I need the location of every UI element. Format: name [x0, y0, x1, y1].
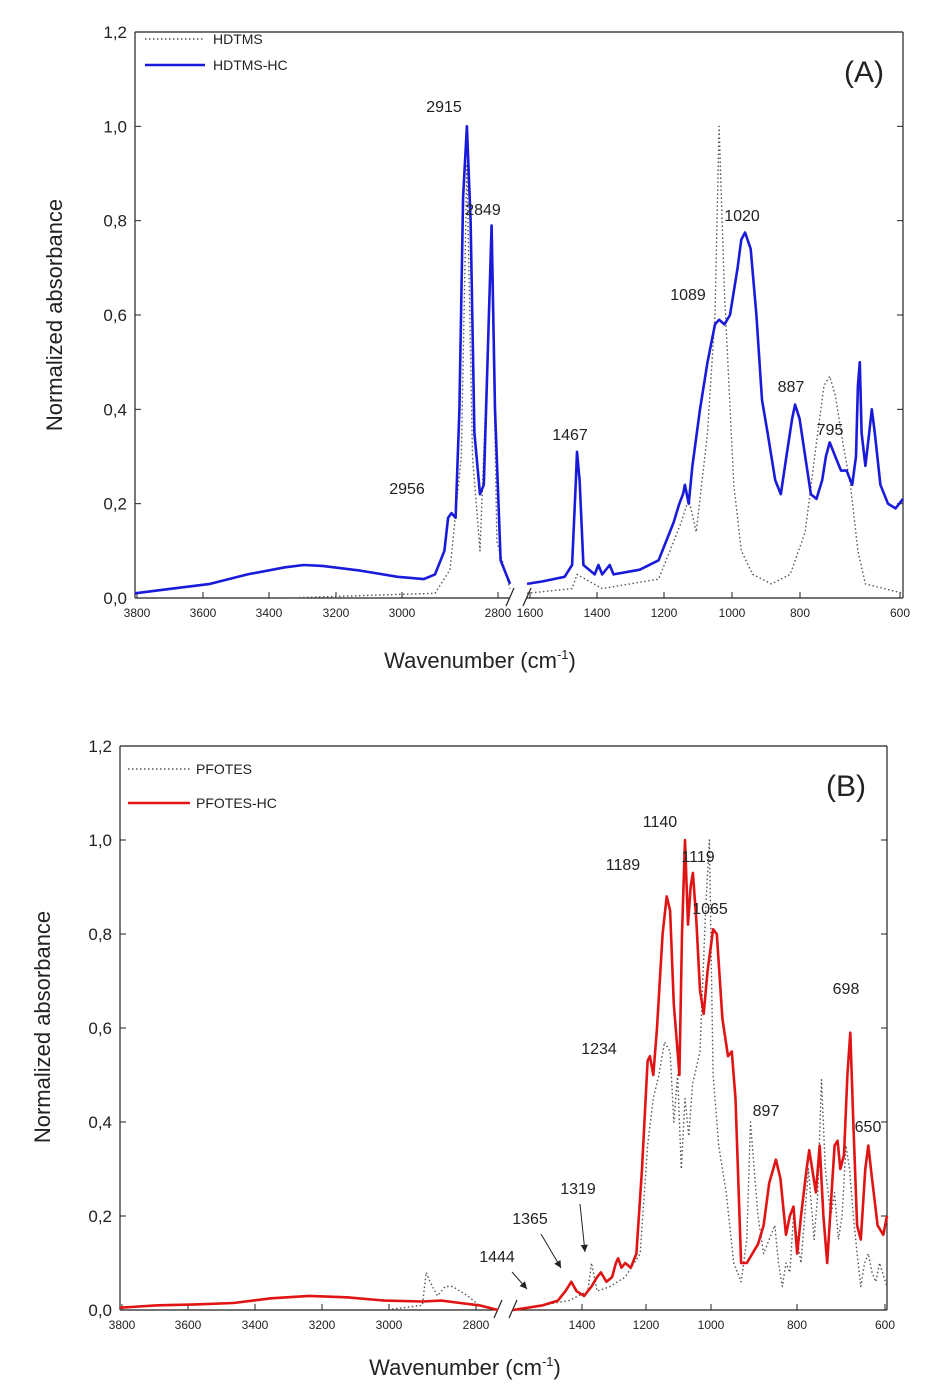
- y-tick-label: 1,2: [103, 23, 127, 42]
- y-tick-label: 0,0: [103, 589, 127, 608]
- legend-label: PFOTES: [196, 761, 252, 777]
- peak-label: 2915: [426, 99, 462, 116]
- series-line-pfotes: [120, 1271, 499, 1311]
- peak-arrow: [579, 1203, 586, 1253]
- peak-label: 1065: [692, 901, 728, 918]
- peak-arrowhead: [580, 1244, 588, 1252]
- y-tick-label: 1,2: [88, 737, 112, 756]
- y-tick-label: 0,2: [88, 1207, 112, 1226]
- y-tick-label: 0,4: [103, 400, 127, 419]
- peak-label: 1444: [479, 1249, 515, 1266]
- x-tick-label: 3800: [124, 606, 151, 620]
- peak-label: 1119: [681, 849, 714, 866]
- panel-a: 0,0 0,2 0,4 0,6 0,8 1,0 1,2 3800 3600 3400 3200 300…: [42, 23, 910, 673]
- peak-label: 1365: [512, 1211, 548, 1228]
- series-line-pfotes-hc: [119, 1294, 499, 1312]
- x-tick-label: 600: [875, 1318, 895, 1332]
- series-line-pfotes-hc: [512, 838, 889, 1312]
- peak-label: 1189: [606, 857, 641, 874]
- x-tick-label: 2800: [463, 1318, 490, 1332]
- x-tick-label: 1200: [651, 606, 678, 620]
- peak-arrowhead: [554, 1260, 561, 1268]
- x-tick-label: 3400: [256, 606, 283, 620]
- peak-arrowhead: [519, 1281, 527, 1289]
- peak-label: 887: [778, 379, 805, 396]
- x-axis-title: Wavenumber (cm-1): [369, 1354, 561, 1380]
- x-tick-label: 3200: [309, 1318, 336, 1332]
- peak-label: 2849: [465, 202, 501, 219]
- x-tick-label: 1400: [569, 1318, 596, 1332]
- x-tick-label: 600: [890, 606, 910, 620]
- legend-label: PFOTES-HC: [196, 795, 277, 811]
- peak-label: 698: [833, 981, 860, 998]
- axis-break-mark: [522, 587, 532, 607]
- x-tick-label: 3600: [190, 606, 217, 620]
- x-tick-label: 3200: [323, 606, 350, 620]
- x-tick-label: 3000: [389, 606, 416, 620]
- peak-label: 1089: [670, 287, 706, 304]
- series-line-hdtms: [135, 163, 511, 599]
- series-line-hdtms: [526, 125, 904, 594]
- y-tick-label: 1,0: [88, 831, 112, 850]
- y-axis-title: Normalized absorbance: [42, 199, 67, 431]
- x-tick-label: 3000: [376, 1318, 403, 1332]
- y-tick-label: 0,0: [88, 1301, 112, 1320]
- x-tick-label: 3600: [175, 1318, 202, 1332]
- peak-label: 897: [753, 1103, 780, 1120]
- y-tick-label: 0,2: [103, 495, 127, 514]
- series-line-hdtms-hc: [526, 231, 905, 586]
- x-tick-label: 800: [790, 606, 810, 620]
- panel-label: (A): [844, 56, 884, 89]
- peak-label: 2956: [389, 481, 425, 498]
- legend-label: HDTMS: [213, 31, 263, 47]
- y-axis-title: Normalized absorbance: [30, 911, 55, 1143]
- panel-label: (B): [826, 770, 866, 803]
- x-tick-label: 1000: [698, 1318, 725, 1332]
- peak-label: 650: [855, 1119, 882, 1136]
- y-tick-label: 0,6: [88, 1019, 112, 1038]
- y-tick-label: 1,0: [103, 117, 127, 136]
- panel-b: 0,0 0,2 0,4 0,6 0,8 1,0 1,2 3800 3600 3400 3200 300…: [30, 737, 895, 1380]
- x-tick-label: 1600: [517, 606, 544, 620]
- x-tick-label: 800: [787, 1318, 807, 1332]
- peak-label: 1467: [552, 427, 588, 444]
- x-tick-label: 3800: [109, 1318, 136, 1332]
- peak-label: 1140: [643, 814, 678, 831]
- axis-break-mark: [505, 587, 515, 607]
- y-tick-label: 0,8: [88, 925, 112, 944]
- x-tick-label: 1000: [719, 606, 746, 620]
- legend-label: HDTMS-HC: [213, 57, 288, 73]
- x-tick-label: 1200: [633, 1318, 660, 1332]
- peak-label: 795: [817, 422, 844, 439]
- x-tick-label: 1400: [584, 606, 611, 620]
- peak-label: 1234: [581, 1041, 617, 1058]
- y-tick-label: 0,8: [103, 212, 127, 231]
- y-tick-label: 0,4: [88, 1113, 112, 1132]
- peak-label: 1319: [560, 1181, 596, 1198]
- x-axis-title: Wavenumber (cm-1): [384, 647, 576, 673]
- y-tick-label: 0,6: [103, 306, 127, 325]
- x-tick-label: 2800: [485, 606, 512, 620]
- x-tick-label: 3400: [242, 1318, 269, 1332]
- peak-label: 1020: [724, 208, 760, 225]
- series-line-hdtms-hc: [134, 125, 512, 595]
